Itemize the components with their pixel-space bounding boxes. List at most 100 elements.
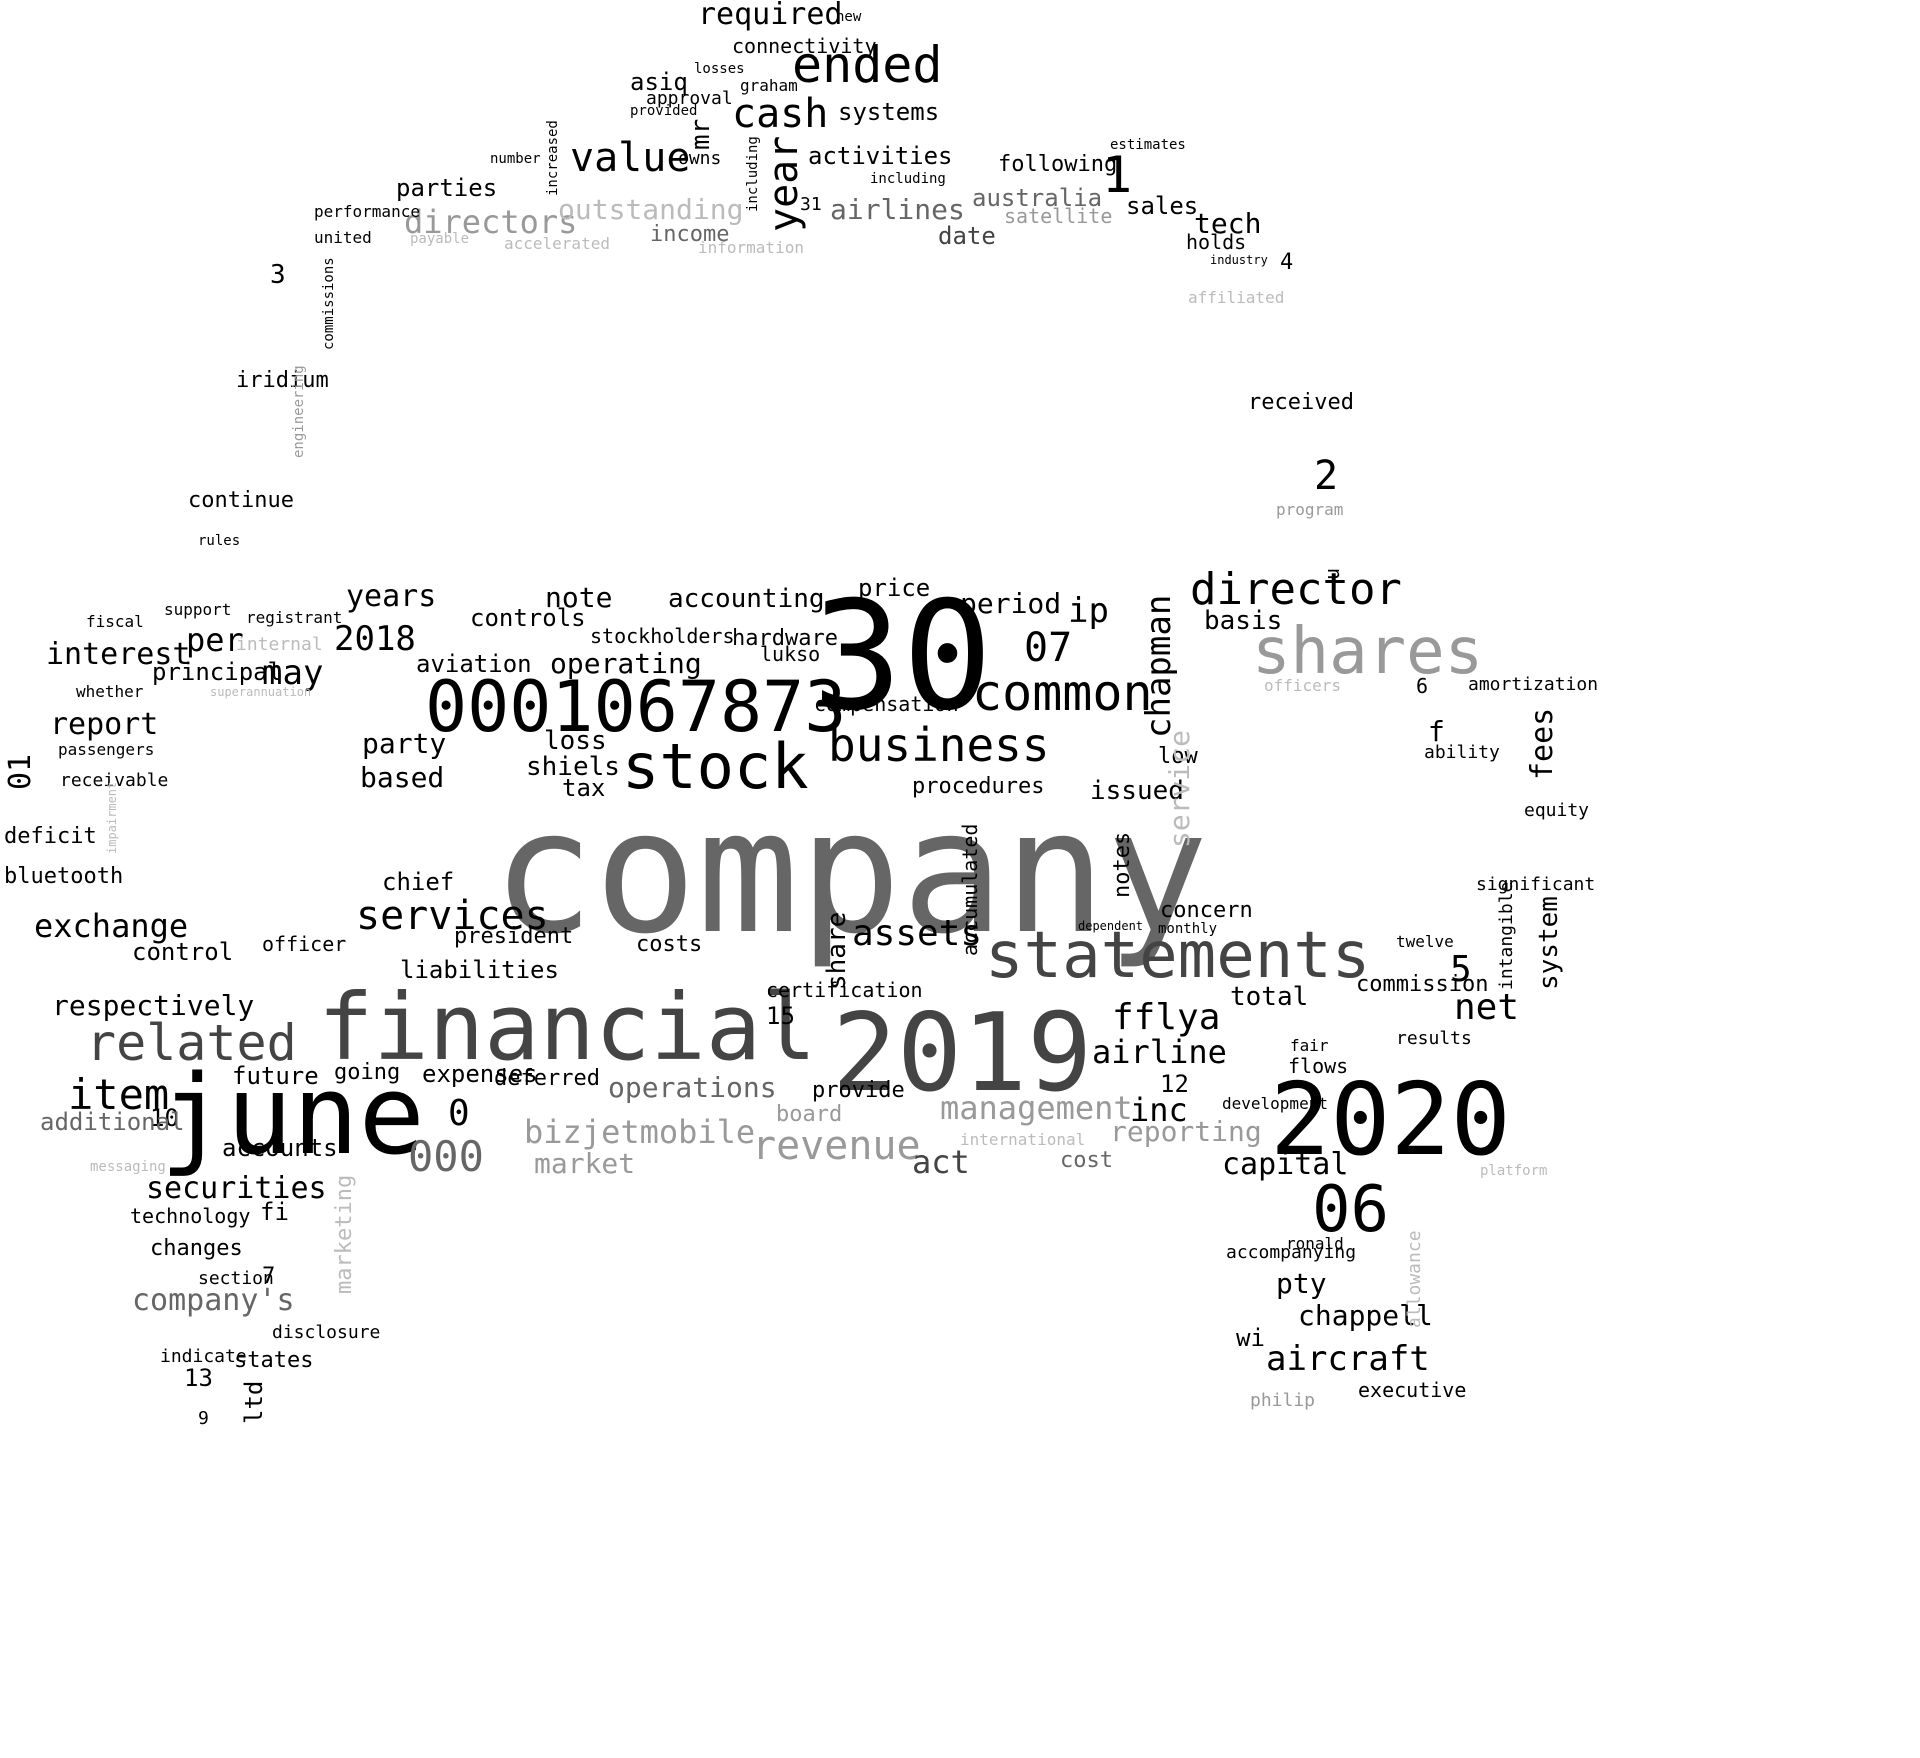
word-capital: capital <box>1222 1147 1349 1182</box>
word-6: 6 <box>1416 674 1429 698</box>
word-business: business <box>828 718 1050 772</box>
word-cash: cash <box>732 91 829 137</box>
word-000: 000 <box>408 1132 484 1181</box>
word-philip: accompanying <box>1226 1242 1357 1263</box>
word-estimates: industry <box>1210 253 1268 267</box>
word-common: common <box>972 664 1153 722</box>
word-passengers: whether <box>76 682 144 701</box>
word-per: per <box>186 621 244 659</box>
word-loss: loss <box>544 726 607 756</box>
word-2018: 2018 <box>334 619 416 659</box>
word-tech: tech <box>1194 207 1262 240</box>
word-twelve: amortization <box>1468 674 1599 695</box>
word-ip: ip <box>1068 591 1109 631</box>
word-commissions: engineering <box>291 365 307 458</box>
word-interest: interest <box>46 637 191 672</box>
word-0001067873: 0001067873 <box>425 666 847 748</box>
word-airline: airline <box>1092 1033 1227 1071</box>
word-received: received <box>1248 390 1354 415</box>
word-industry: new <box>836 9 862 25</box>
word-assets: assets <box>852 913 983 954</box>
word-control: officer <box>262 932 347 956</box>
word-parties: parties <box>396 174 498 202</box>
word-shares: shares <box>1252 615 1484 689</box>
word-f: f <box>1428 715 1445 748</box>
word-share: share <box>822 911 852 990</box>
word-owns: owns <box>678 148 722 169</box>
word-officer: future <box>232 1062 319 1090</box>
word-low: low <box>1158 744 1198 769</box>
word-payable: united <box>314 228 372 247</box>
word-information: accelerated <box>504 234 610 253</box>
word-securities: securities <box>146 1171 327 1206</box>
word-years: years <box>346 579 437 614</box>
word-issued: issued <box>1090 776 1184 806</box>
word-disclosure: marketing <box>332 1174 357 1294</box>
word-pty: pty <box>1276 1267 1327 1300</box>
word-bluetooth: deficit <box>4 824 97 849</box>
word-performance: commissions <box>321 257 337 350</box>
word-15: 15 <box>766 1002 795 1030</box>
word-date: date <box>938 222 996 250</box>
word-reporting: reporting <box>1110 1115 1262 1148</box>
word-chappell: chappell <box>1298 1299 1433 1332</box>
word-aircraft: aircraft <box>1266 1339 1430 1379</box>
word-controls: controls <box>470 604 586 632</box>
word-item: item <box>68 1070 170 1119</box>
word-12: 12 <box>1160 1070 1189 1098</box>
word-approval: approval <box>646 88 733 109</box>
word-based: based <box>360 761 445 794</box>
word-ronald: development <box>1222 1094 1328 1113</box>
word-market: market <box>534 1147 636 1180</box>
word-provided: losses <box>694 61 745 77</box>
word-price: price <box>858 574 931 602</box>
word-ability: equity <box>1524 800 1590 821</box>
word-net: net <box>1454 987 1520 1028</box>
word-3: 3 <box>270 260 286 290</box>
word-receivable: passengers <box>58 740 155 759</box>
word-results: ability <box>1424 742 1500 763</box>
word-intangible: flows <box>1288 1054 1349 1078</box>
word-technology: changes <box>150 1236 243 1261</box>
word-06: 06 <box>1312 1173 1390 1247</box>
word-losses: number <box>490 151 541 167</box>
word-2: 2 <box>1314 453 1339 499</box>
word-board: cost <box>1060 1148 1113 1173</box>
word-4: 4 <box>1280 250 1294 275</box>
word-director: director <box>1190 564 1402 615</box>
word-increased: including <box>745 136 761 212</box>
word-31: 31 <box>800 194 822 215</box>
word-operating: operating <box>550 647 702 680</box>
word-7: 7 <box>262 1264 276 1289</box>
word-number: increased <box>545 120 561 196</box>
word-9: 9 <box>198 1408 209 1429</box>
word-accounts: additional <box>40 1108 185 1136</box>
word-respectively: respectively <box>52 989 255 1022</box>
word-president: liabilities <box>400 956 559 984</box>
word-2019: 2019 <box>832 991 1093 1116</box>
word-concern: concern <box>1160 898 1253 923</box>
word-costs: aviation <box>416 650 532 678</box>
word-2020: 2020 <box>1270 1061 1511 1178</box>
word-australia: australia <box>972 184 1103 212</box>
word-required: required <box>698 0 843 32</box>
word-activities: activities <box>808 142 953 170</box>
word-asiq: asiq <box>630 68 688 96</box>
word-changes: section <box>198 1268 274 1289</box>
word-report: report <box>50 707 159 742</box>
word-liabilities: costs <box>636 932 703 957</box>
word-messaging: messaging <box>90 1159 166 1175</box>
word-including: including <box>870 171 946 187</box>
word-period: period <box>960 587 1062 620</box>
word-lukso: lukso <box>760 642 821 666</box>
word-commission: intangible <box>1496 881 1517 990</box>
word-impairment: impairment <box>105 781 119 854</box>
word-chapman: chapman <box>1139 594 1179 738</box>
word-rules: estimates <box>1110 137 1186 153</box>
word-01: 01 <box>3 753 38 790</box>
word-mr: mr <box>686 118 716 150</box>
word-certification: board <box>776 1102 843 1127</box>
word-deferred: provide <box>812 1078 905 1103</box>
word-directors: directors <box>404 203 578 241</box>
word-accounting: accounting <box>668 584 825 614</box>
